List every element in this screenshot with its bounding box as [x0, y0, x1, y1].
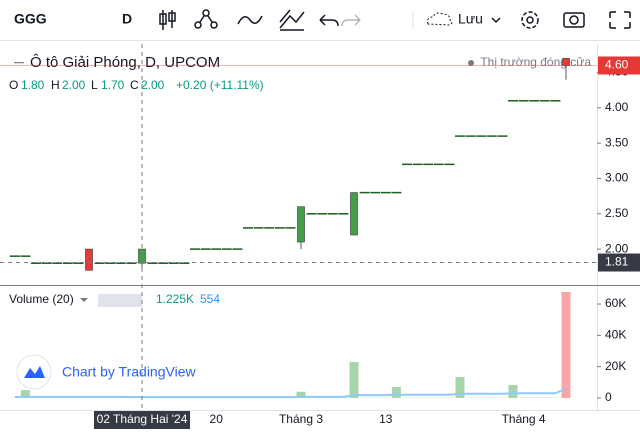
low-value: 1.70 [101, 78, 125, 92]
candle-body [298, 207, 305, 242]
high-value: 2.00 [62, 78, 86, 92]
market-status: Thị trường đóng cửa [480, 55, 591, 69]
close-key: C [130, 78, 139, 92]
collapse-icon[interactable]: — [14, 58, 24, 69]
y-tick-label: 2.50 [605, 206, 629, 220]
volume-tick-label: 20K [605, 359, 626, 373]
volume-title: Volume (20) [9, 292, 74, 306]
chart-title: Ô tô Giải Phóng, D, UPCOM [30, 54, 220, 71]
high-key: H [51, 78, 60, 92]
crosshair-price-label: 1.81 [605, 255, 629, 269]
candle-body [86, 249, 93, 270]
volume-tick-label: 40K [605, 328, 626, 342]
volume-bar [392, 387, 401, 398]
symbol[interactable]: GGG [14, 11, 47, 27]
y-tick-label: 3.50 [605, 135, 629, 149]
open-value: 1.80 [21, 78, 45, 92]
interval[interactable]: D [122, 11, 132, 27]
volume-bar [509, 385, 518, 398]
volume-bar [350, 362, 359, 398]
change-value: +0.20 (+11.11%) [176, 78, 264, 92]
open-key: O [9, 78, 18, 92]
last-price-label: 4.60 [605, 58, 629, 72]
low-key: L [91, 78, 98, 92]
close-value: 2.00 [141, 78, 165, 92]
save-button[interactable]: Lưu [458, 11, 483, 27]
x-tick-label: Tháng 4 [502, 412, 546, 426]
x-tick-label: Tháng 3 [279, 412, 323, 426]
volume-ma-value: 554 [200, 292, 220, 306]
x-tick-label: 13 [379, 412, 393, 426]
status-dot [468, 60, 474, 66]
y-tick-label: 3.00 [605, 171, 629, 185]
volume-bar [562, 292, 571, 398]
y-tick-label: 4.00 [605, 100, 629, 114]
y-tick-label: 2.00 [605, 241, 629, 255]
x-tick-label: 20 [210, 412, 224, 426]
volume-tick-label: 0 [605, 390, 612, 404]
watermark-text[interactable]: Chart by TradingView [62, 364, 196, 380]
watermark-logo [17, 355, 51, 389]
candle-body [351, 193, 358, 235]
volume-value: 1.225K [156, 292, 194, 306]
volume-controls[interactable] [98, 294, 142, 307]
volume-tick-label: 60K [605, 296, 626, 310]
crosshair-date-label: 02 Tháng Hai '24 [97, 412, 188, 426]
candle-body [563, 58, 570, 65]
